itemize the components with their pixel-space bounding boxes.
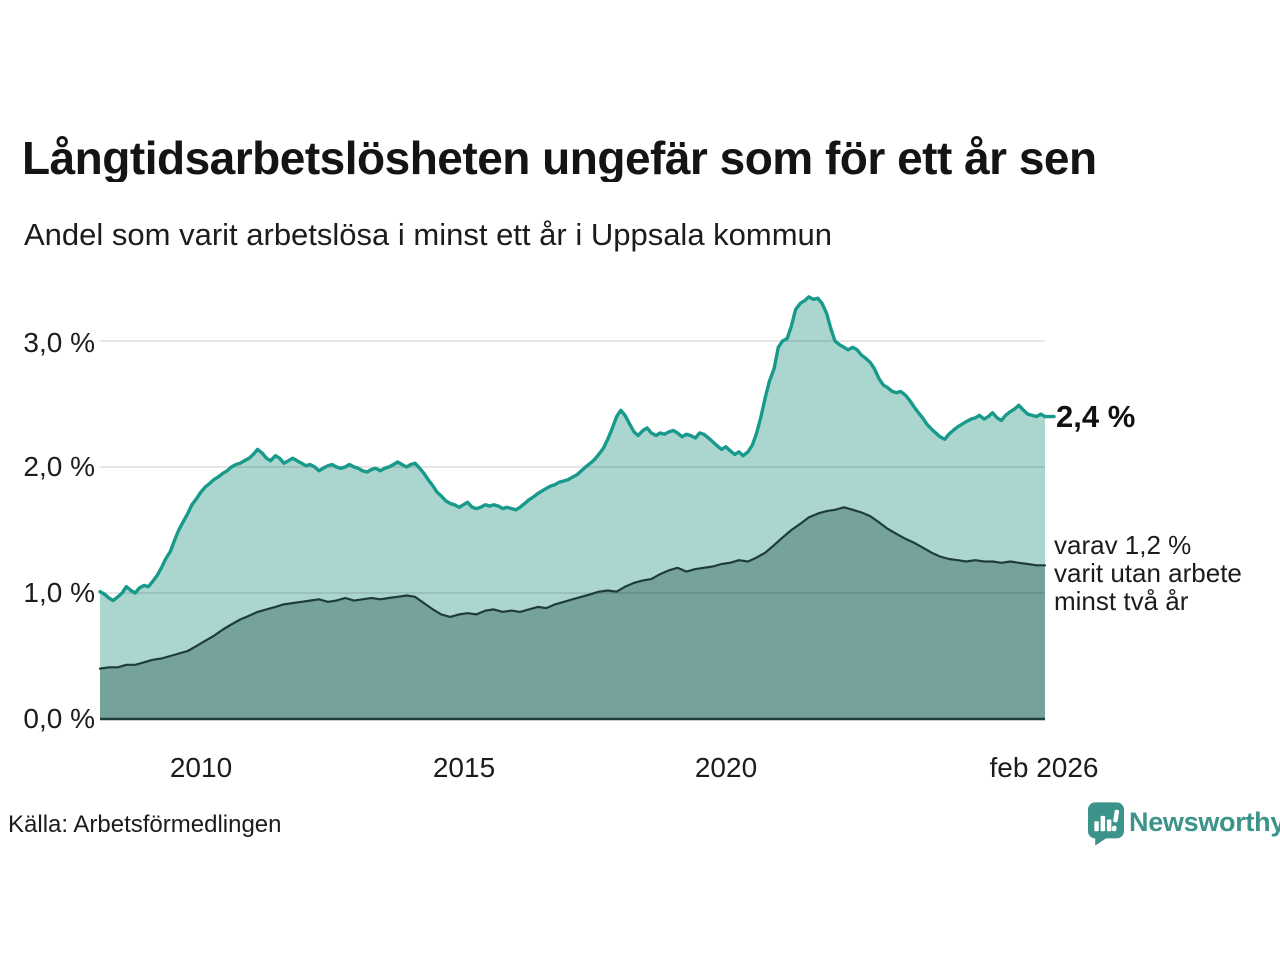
newsworthy-speech-bubble-bar-chart-icon [1088,802,1124,846]
newsworthy-wordmark: Newsworthy [1129,807,1280,837]
secondary-series-annotation: varav 1,2 % varit utan arbete minst två … [1054,531,1242,615]
page-subtitle: Andel som varit arbetslösa i minst ett å… [24,217,833,252]
x-axis-tick-label: 2015 [432,752,496,783]
latest-value-label: 2,4 % [1056,399,1136,434]
source-credit: Källa: Arbetsförmedlingen [8,811,282,838]
x-axis-tick-label: feb 2026 [989,752,1099,783]
x-axis-tick-label: 2010 [169,752,233,783]
annotation-line: varit utan arbete [1054,558,1242,588]
y-axis-tick-label: 0,0 % [23,703,95,734]
series-line-very-long-term-unemployed [98,506,1047,670]
newsworthy-logo: Newsworthy [1088,802,1280,846]
series-area-very-long-term-unemployed [100,507,1045,719]
series-line-long-term-unemployed [98,295,1047,603]
y-axis-tick-label: 2,0 % [23,451,95,482]
y-axis-tick-label: 3,0 % [23,327,95,358]
y-axis-tick-label: 1,0 % [23,577,95,608]
x-axis-tick-label: 2020 [694,752,758,783]
annotation-line: varav 1,2 % [1054,530,1192,560]
page-title: Långtidsarbetslösheten ungefär som för e… [22,134,1097,183]
annotation-line: minst två år [1054,586,1189,616]
